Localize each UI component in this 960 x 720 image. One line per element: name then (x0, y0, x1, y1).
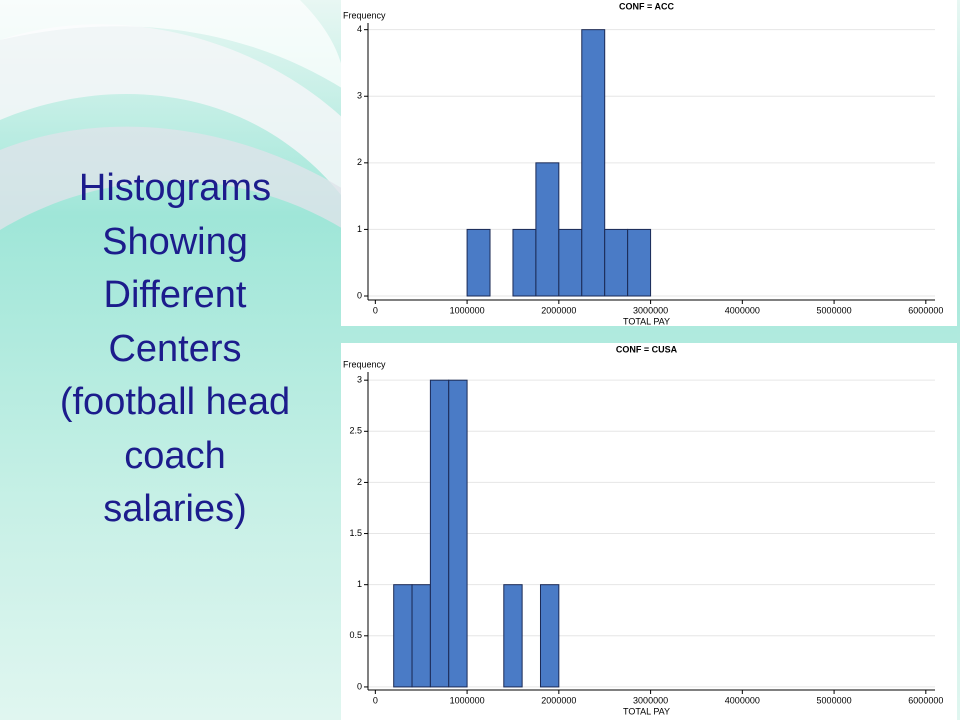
x-tick-label: 6000000 (908, 305, 943, 315)
x-axis-label: TOTAL PAY (623, 706, 670, 716)
y-tick-label: 3 (357, 91, 362, 101)
slide-title: Histograms Showing Different Centers (footba… (20, 162, 330, 537)
y-tick-label: 1 (357, 224, 362, 234)
y-tick-label: 3 (357, 375, 362, 385)
bar (539, 584, 560, 688)
title-line: Centers (108, 327, 242, 370)
bar (512, 228, 537, 297)
y-axis-label: Frequency (343, 359, 386, 369)
title-line: Showing (102, 220, 248, 263)
x-tick-label: 3000000 (633, 695, 668, 705)
x-tick-label: 0 (373, 695, 378, 705)
bar (429, 379, 450, 688)
bar (627, 228, 652, 297)
title-line: salaries) (103, 488, 247, 530)
y-tick-label: 2.5 (349, 426, 362, 436)
y-tick-label: 2 (357, 477, 362, 487)
title-line: (football head (59, 381, 291, 423)
x-tick-label: 4000000 (725, 695, 760, 705)
bar (503, 584, 523, 688)
x-tick-label: 3000000 (633, 305, 668, 315)
chart-title: CONF = CUSA (616, 344, 678, 354)
y-tick-label: 0 (357, 681, 362, 691)
bar (535, 162, 560, 297)
bar (581, 29, 606, 297)
swoosh (0, 126, 345, 230)
swoosh (0, 24, 345, 201)
y-tick-label: 1.5 (349, 528, 362, 538)
bar (393, 584, 413, 688)
bar (604, 228, 629, 297)
x-tick-label: 1000000 (450, 695, 485, 705)
title-line: coach (124, 434, 226, 477)
bar (411, 584, 431, 688)
chart-title: CONF = ACC (619, 1, 674, 11)
bar (558, 228, 583, 297)
x-tick-label: 5000000 (817, 695, 852, 705)
x-axis-label: TOTAL PAY (623, 316, 670, 326)
x-tick-label: 0 (373, 305, 378, 315)
y-tick-label: 0.5 (349, 630, 362, 640)
y-tick-label: 4 (357, 24, 362, 34)
x-tick-label: 5000000 (817, 305, 852, 315)
x-tick-label: 6000000 (908, 695, 943, 705)
y-tick-label: 0 (357, 290, 362, 300)
title-line: Histograms (78, 167, 272, 209)
bar (448, 379, 468, 688)
y-tick-label: 1 (357, 579, 362, 589)
x-tick-label: 1000000 (450, 305, 485, 315)
title-line: Different (103, 274, 247, 316)
y-axis-label: Frequency (343, 10, 386, 20)
swoosh (0, 0, 345, 90)
x-tick-label: 2000000 (541, 305, 576, 315)
y-tick-label: 2 (357, 157, 362, 167)
bar (466, 228, 491, 297)
x-tick-label: 4000000 (725, 305, 760, 315)
x-tick-label: 2000000 (541, 695, 576, 705)
